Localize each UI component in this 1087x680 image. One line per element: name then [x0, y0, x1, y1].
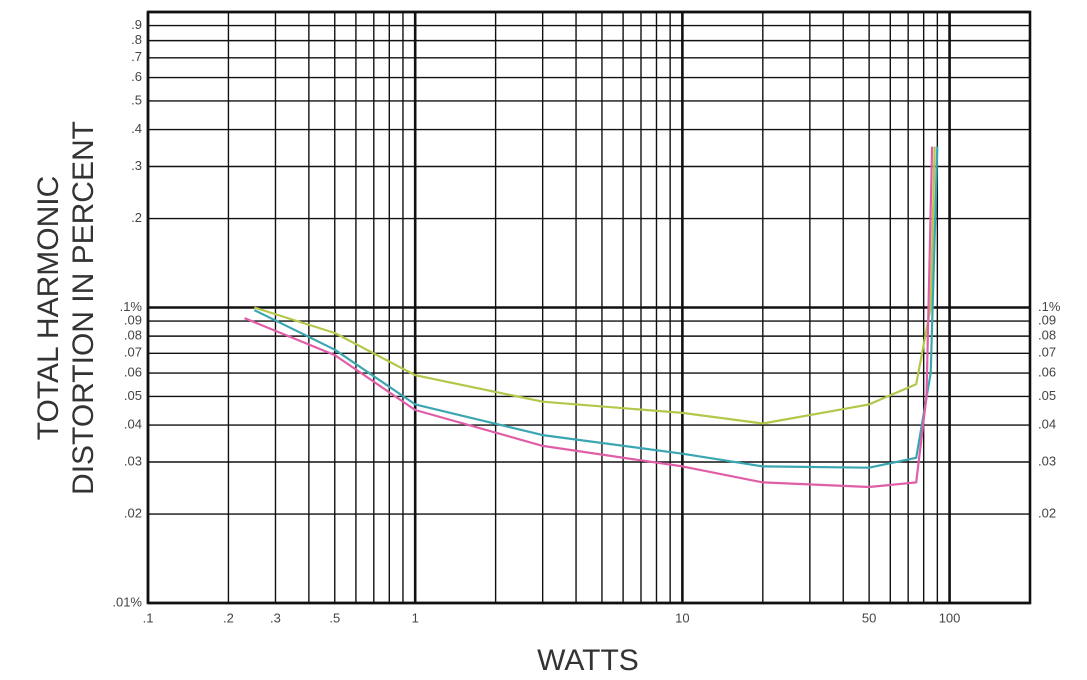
x-tick-label: 10	[675, 610, 689, 625]
y-tick-label: .04	[124, 417, 142, 432]
y-tick-label: .8	[131, 32, 142, 47]
y-tick-label: .06	[124, 364, 142, 379]
x-tick-label: 100	[939, 610, 961, 625]
y-tick-label: .9	[131, 17, 142, 32]
y-tick-label: .4	[131, 121, 142, 136]
y2-tick-label: .1%	[1038, 299, 1061, 314]
y2-tick-label: .02	[1038, 505, 1056, 520]
y-tick-label: .05	[124, 388, 142, 403]
data-line	[253, 146, 936, 425]
y-tick-label: .03	[124, 453, 142, 468]
y-tick-label: .08	[124, 328, 142, 343]
y-tick-label: .5	[131, 92, 142, 107]
x-tick-label: .5	[329, 610, 340, 625]
y2-tick-label: .08	[1038, 328, 1056, 343]
y-tick-label: .09	[124, 312, 142, 327]
plot-frame	[146, 10, 1032, 605]
y-tick-label: .3	[131, 158, 142, 173]
x-tick-label: .2	[223, 610, 234, 625]
y2-tick-label: .06	[1038, 364, 1056, 379]
y2-tick-label: .09	[1038, 312, 1056, 327]
y-tick-label: .6	[131, 69, 142, 84]
y-tick-label: .01%	[112, 594, 142, 609]
y-tick-label: .02	[124, 505, 142, 520]
x-tick-label: 1	[412, 610, 419, 625]
x-tick-label: 50	[862, 610, 876, 625]
y-tick-label: .7	[131, 49, 142, 64]
y2-tick-label: .04	[1038, 417, 1056, 432]
y2-tick-label: .07	[1038, 345, 1056, 360]
x-tick-label: .3	[270, 610, 281, 625]
y2-tick-label: .05	[1038, 388, 1056, 403]
y2-tick-label: .03	[1038, 453, 1056, 468]
y-tick-label: .1%	[120, 299, 143, 314]
y-tick-label: .07	[124, 345, 142, 360]
y-axis-label: TOTAL HARMONIC	[32, 176, 65, 440]
y-axis-label: DISTORTION IN PERCENT	[67, 121, 100, 495]
y-tick-label: .2	[131, 210, 142, 225]
x-axis-label: WATTS	[537, 644, 639, 677]
data-line	[244, 146, 934, 489]
x-tick-label: .1	[143, 610, 154, 625]
